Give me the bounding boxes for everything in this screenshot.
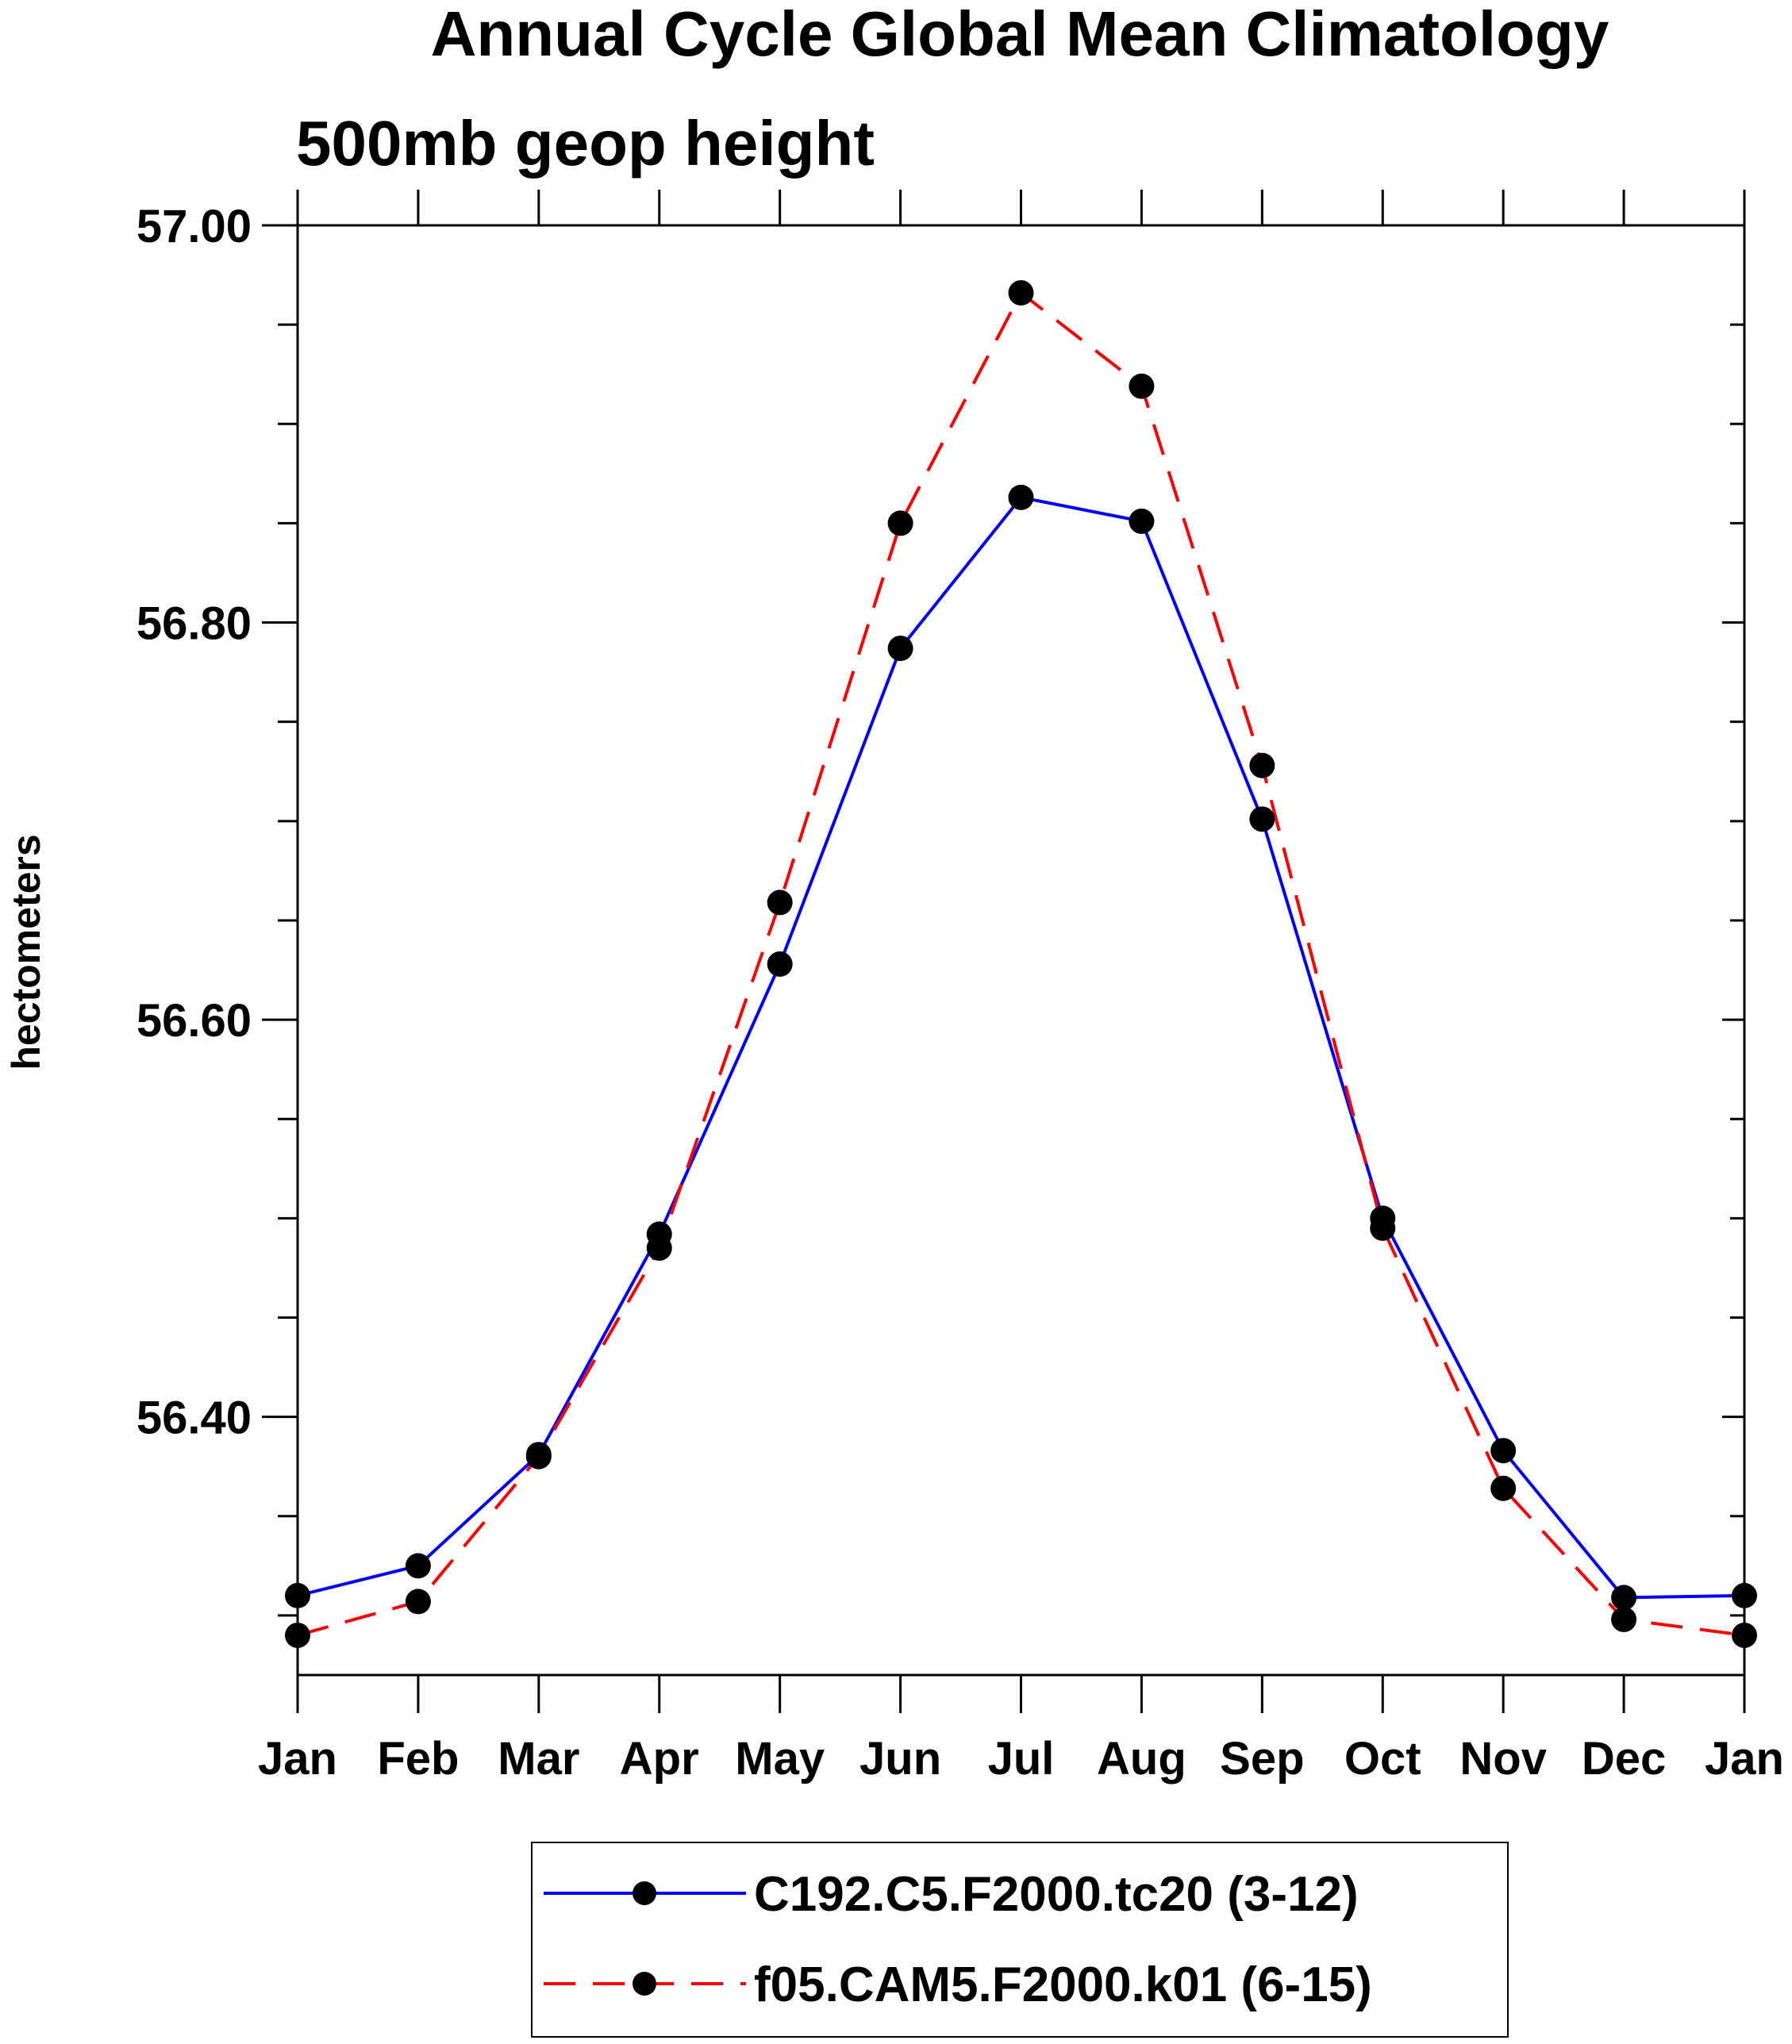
series-1-point bbox=[285, 1582, 310, 1608]
x-tick-label: Nov bbox=[1459, 1733, 1547, 1785]
legend-marker-series-1 bbox=[633, 1881, 656, 1905]
x-tick-label: Apr bbox=[620, 1733, 699, 1785]
y-ticks: 56.40 56.60 56.80 57.00 bbox=[137, 201, 1744, 1617]
series-2-point bbox=[646, 1235, 672, 1261]
series-2-point bbox=[1129, 373, 1155, 399]
series-layer bbox=[285, 280, 1757, 1648]
series-1-point bbox=[405, 1553, 431, 1579]
y-axis-label: hectometers bbox=[4, 834, 48, 1070]
series-2-point bbox=[1490, 1475, 1517, 1501]
x-tick-label: Aug bbox=[1097, 1733, 1186, 1785]
legend-label-series-2: f05.CAM5.F2000.k01 (6-15) bbox=[754, 1958, 1372, 2012]
series-2-point bbox=[1732, 1622, 1757, 1648]
y-tick-label: 56.60 bbox=[137, 995, 252, 1047]
x-tick-label: Jan bbox=[1705, 1733, 1784, 1785]
x-tick-label: Feb bbox=[377, 1733, 459, 1785]
plot-frame bbox=[296, 224, 1746, 1677]
series-2-point bbox=[405, 1589, 431, 1615]
legend-label-series-1: C192.C5.F2000.tc20 (3-12) bbox=[754, 1867, 1359, 1922]
x-tick-label: Jul bbox=[988, 1733, 1055, 1785]
x-tick-label: Oct bbox=[1344, 1733, 1421, 1785]
chart-title: Annual Cycle Global Mean Climatology bbox=[431, 0, 1609, 69]
series-1-point bbox=[1490, 1438, 1517, 1464]
series-2-point bbox=[887, 510, 913, 536]
x-tick-label: Jun bbox=[859, 1733, 941, 1785]
series-1-point bbox=[1008, 484, 1034, 510]
chart-subtitle: 500mb geop height bbox=[296, 108, 875, 179]
y-tick-label: 56.80 bbox=[137, 598, 252, 650]
x-tick-label: May bbox=[735, 1733, 825, 1785]
x-tick-label: Dec bbox=[1582, 1733, 1666, 1785]
series-2-point bbox=[1611, 1606, 1637, 1632]
x-tick-label: Mar bbox=[498, 1733, 579, 1785]
series-2-point bbox=[285, 1622, 310, 1648]
y-tick-label: 56.40 bbox=[137, 1393, 252, 1444]
y-tick-label: 57.00 bbox=[137, 201, 252, 252]
series-1-point bbox=[887, 636, 913, 662]
legend: C192.C5.F2000.tc20 (3-12) f05.CAM5.F2000… bbox=[531, 1842, 1509, 2038]
x-tick-label: Sep bbox=[1220, 1733, 1304, 1785]
series-1-point bbox=[1129, 508, 1155, 534]
series-2-point bbox=[767, 889, 793, 916]
x-tick-label: Jan bbox=[258, 1733, 337, 1785]
series-2-point bbox=[1008, 280, 1034, 306]
series-1-point bbox=[1249, 806, 1275, 832]
series-1-point bbox=[1732, 1582, 1757, 1608]
series-line-1 bbox=[297, 495, 1745, 1600]
series-2-point bbox=[1370, 1215, 1396, 1241]
legend-marker-series-2 bbox=[633, 1972, 656, 1996]
series-2-point bbox=[525, 1443, 552, 1470]
series-1-point bbox=[1611, 1585, 1637, 1611]
legend-box bbox=[531, 1842, 1509, 2038]
series-1-point bbox=[767, 951, 793, 978]
x-ticks: Jan Feb Mar Apr May Jun Jul Aug Sep Oct Nov Dec Jan bbox=[258, 190, 1784, 1785]
series-2-point bbox=[1249, 752, 1275, 778]
